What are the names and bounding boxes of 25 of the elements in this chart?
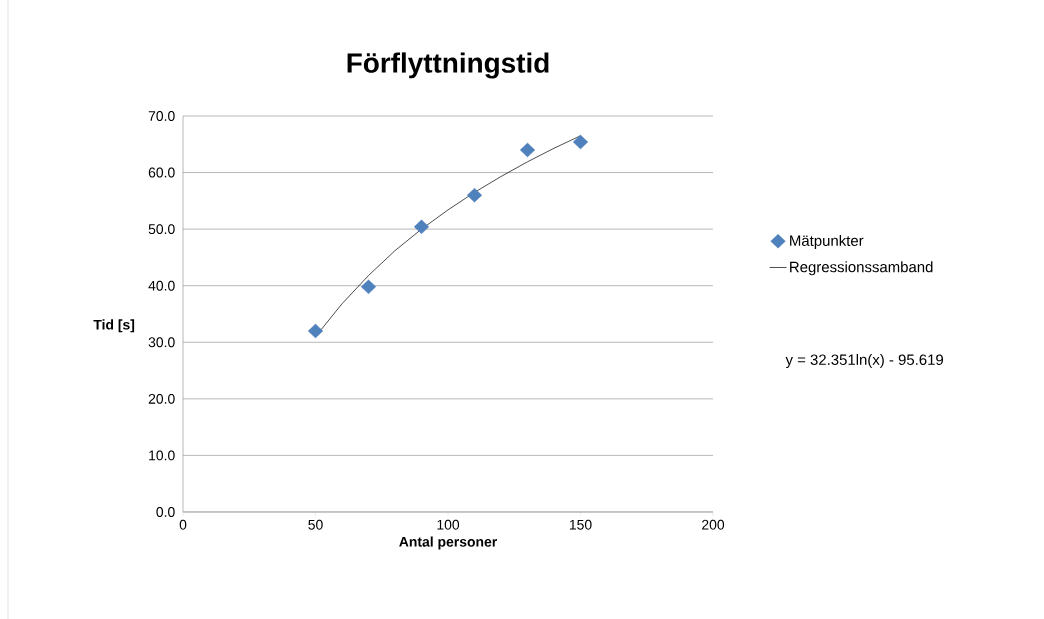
y-axis-title: Tid [s] [93, 319, 135, 333]
x-tick-label: 50 [308, 519, 323, 530]
x-tick-label: 100 [437, 519, 460, 530]
y-tick-label: 30.0 [148, 337, 175, 348]
legend-label: Regressionssamband [790, 261, 933, 276]
y-tick-label: 70.0 [148, 111, 175, 121]
chart-title: Förflyttningstid [347, 52, 549, 79]
x-axis-title: Antal personer [399, 536, 497, 550]
text: y = 32.351ln(x) - 95.619 [785, 354, 944, 368]
x-tick-label: 0 [179, 519, 187, 530]
y-tick-label: 0.0 [156, 507, 175, 517]
point [307, 323, 324, 339]
point [519, 142, 536, 158]
x-tick-label: 200 [702, 519, 725, 530]
y-tick-label: 60.0 [148, 167, 175, 178]
y-tick-label: 50.0 [148, 224, 175, 235]
point [572, 134, 589, 150]
point [466, 187, 483, 203]
y-tick-label: 10.0 [149, 450, 175, 461]
y-tick-label: 20.0 [148, 393, 175, 404]
legend-label: Mätpunkter [790, 235, 864, 249]
point [413, 219, 430, 235]
x-tick-label: 150 [569, 519, 592, 530]
point [360, 279, 377, 295]
y-tick-label: 40.0 [148, 280, 175, 291]
